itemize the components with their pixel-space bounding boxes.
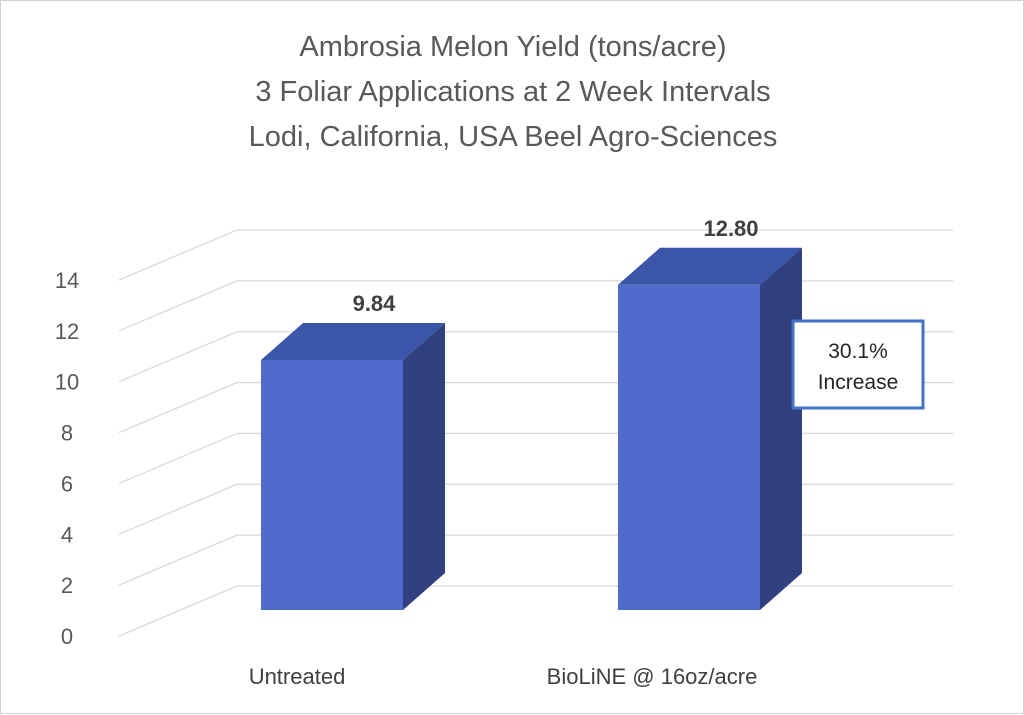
y-tick-label: 8 — [61, 421, 73, 446]
callout-box — [791, 319, 925, 410]
bar-side-2 — [760, 247, 802, 610]
gridline-depth — [118, 585, 238, 637]
data-label-2: 12.80 — [703, 216, 758, 241]
gridline-depth — [118, 432, 238, 485]
callout-line-2: Increase — [818, 371, 899, 394]
category-label-1: Untreated — [249, 664, 346, 689]
y-tick-label: 12 — [55, 319, 79, 344]
y-tick-label: 0 — [61, 624, 73, 649]
y-tick-label: 2 — [61, 573, 73, 598]
bars — [261, 247, 802, 610]
category-labels: Untreated BioLiNE @ 16oz/acre — [249, 664, 758, 689]
bar-front-2 — [618, 284, 760, 610]
category-label-2: BioLiNE @ 16oz/acre — [547, 664, 758, 689]
increase-callout: 30.1% Increase — [791, 319, 925, 410]
gridlines — [118, 229, 953, 637]
gridline-depth — [118, 534, 238, 586]
bar-top-1 — [261, 323, 445, 360]
bar-top-2 — [618, 247, 802, 285]
gridline-depth — [118, 381, 238, 434]
chart-title-line-2: 3 Foliar Applications at 2 Week Interval… — [255, 76, 770, 108]
gridline-depth — [118, 229, 238, 281]
y-axis-ticks: 0 2 4 6 8 10 12 14 — [55, 268, 79, 649]
gridline-depth — [118, 331, 238, 383]
bar-front-1 — [261, 360, 403, 610]
data-label-1: 9.84 — [353, 291, 397, 316]
data-labels: 9.84 12.80 — [353, 216, 759, 316]
chart-title: Ambrosia Melon Yield (tons/acre) 3 Foliar… — [249, 31, 778, 153]
chart-title-line-1: Ambrosia Melon Yield (tons/acre) — [299, 31, 726, 63]
gridline-depth — [118, 483, 238, 535]
gridline-depth — [118, 280, 238, 332]
bar-side-1 — [403, 323, 445, 610]
y-tick-label: 10 — [55, 370, 79, 395]
y-tick-label: 4 — [61, 522, 73, 547]
chart-title-line-3: Lodi, California, USA Beel Agro-Sciences — [249, 121, 778, 153]
callout-line-1: 30.1% — [828, 340, 888, 363]
y-tick-label: 14 — [55, 268, 79, 293]
y-tick-label: 6 — [61, 471, 73, 496]
